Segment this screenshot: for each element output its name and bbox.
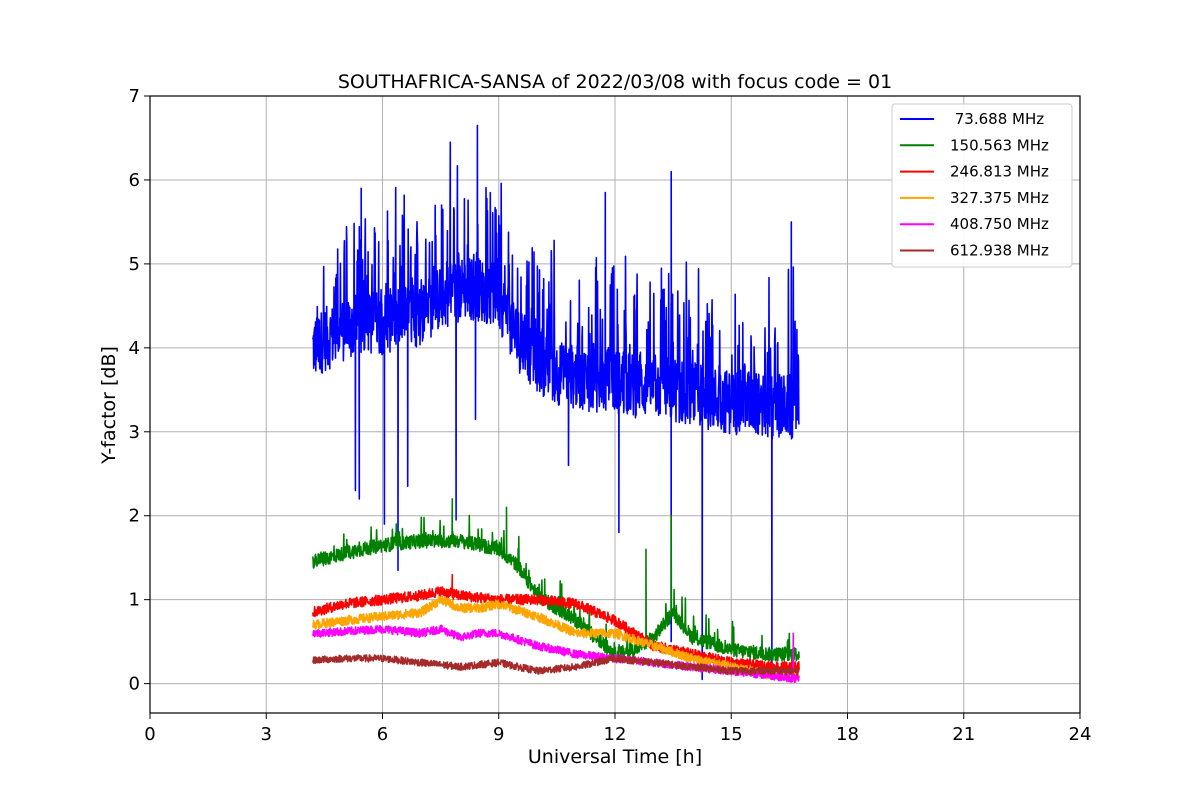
- y-tick-label: 3: [129, 422, 140, 443]
- series-line: [312, 124, 800, 681]
- legend-entry-label: 327.375 MHz: [950, 189, 1049, 207]
- x-tick-label: 12: [604, 724, 627, 745]
- legend-items: 73.688 MHz 150.563 MHz 246.813 MHz 327.375 …: [900, 110, 1049, 260]
- x-tick-label: 24: [1069, 724, 1092, 745]
- y-tick-label: 6: [129, 170, 140, 191]
- series-line: [312, 498, 800, 662]
- x-tick-label: 9: [493, 724, 504, 745]
- x-axis-label: Universal Time [h]: [528, 746, 702, 768]
- chart-title: SOUTHAFRICA-SANSA of 2022/03/08 with foc…: [338, 71, 892, 93]
- legend-entry-label: 612.938 MHz: [950, 242, 1049, 260]
- x-tick-label: 3: [261, 724, 272, 745]
- x-tick-label: 15: [720, 724, 743, 745]
- legend-entry-label: 73.688 MHz: [950, 110, 1044, 128]
- legend: 73.688 MHz 150.563 MHz 246.813 MHz 327.375 …: [891, 103, 1073, 268]
- y-tick-label: 4: [129, 338, 140, 359]
- x-tick-label: 18: [836, 724, 859, 745]
- series-layer: [312, 124, 800, 684]
- series-line: [312, 654, 800, 676]
- y-tick-label: 7: [129, 86, 140, 107]
- y-tick-label: 2: [129, 506, 140, 527]
- y-tick-label: 5: [129, 254, 140, 275]
- y-tick-label: 0: [129, 674, 140, 695]
- legend-box: [891, 103, 1073, 268]
- legend-entry-label: 246.813 MHz: [950, 163, 1049, 181]
- x-tick-label: 21: [952, 724, 975, 745]
- legend-entry-label: 408.750 MHz: [950, 215, 1049, 233]
- y-axis-label: Y-factor [dB]: [98, 346, 120, 465]
- y-tick-label: 1: [129, 590, 140, 611]
- series-line: [312, 573, 800, 673]
- legend-entry-label: 150.563 MHz: [950, 136, 1049, 154]
- x-tick-label: 0: [144, 724, 155, 745]
- x-tick-label: 6: [377, 724, 388, 745]
